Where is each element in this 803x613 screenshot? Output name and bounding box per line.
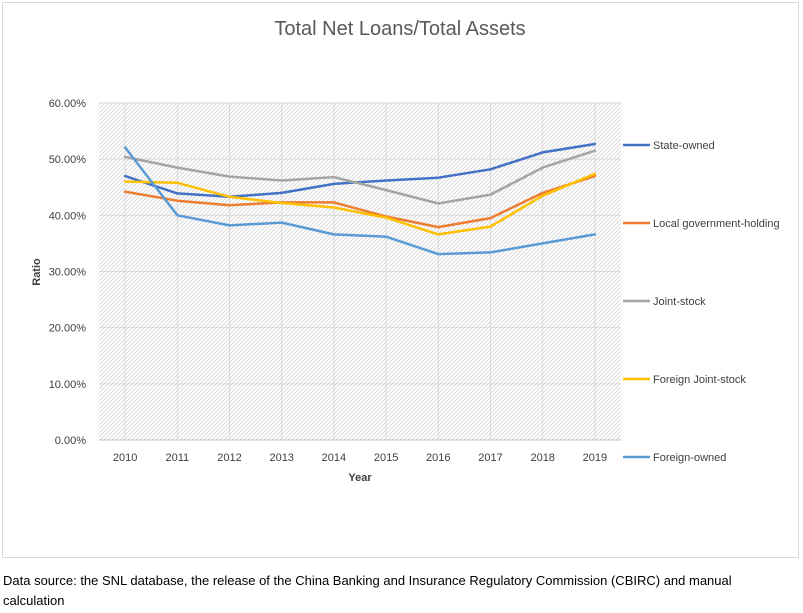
legend-label: Foreign Joint-stock <box>653 374 746 386</box>
series-line <box>123 149 597 205</box>
x-tick-label: 2010 <box>113 452 137 464</box>
line-chart: Total Net Loans/Total Assets 0.00% 10.00%… <box>31 18 780 484</box>
y-tick-label: 10.00% <box>49 379 87 391</box>
y-axis-title: Ratio <box>31 258 43 286</box>
y-tick-label: 20.00% <box>49 323 87 335</box>
y-tick-label: 0.00% <box>55 435 86 447</box>
x-tick-label: 2015 <box>374 452 398 464</box>
series-line <box>123 172 597 236</box>
axes: 0.00% 10.00% 20.00% 30.00% 40.00% 50.00% 60.00… <box>49 98 607 464</box>
x-tick-label: 2014 <box>322 452 346 464</box>
legend-label: Joint-stock <box>653 296 706 308</box>
x-tick-label: 2012 <box>217 452 241 464</box>
data-source-note: Data source: the SNL database, the relea… <box>3 573 732 608</box>
x-tick-label: 2013 <box>269 452 293 464</box>
series-line <box>123 146 597 256</box>
series-line <box>123 142 597 199</box>
x-tick-label: 2019 <box>583 452 607 464</box>
x-tick-label: 2017 <box>478 452 502 464</box>
series-lines <box>123 142 597 256</box>
legend-label: State-owned <box>653 140 715 152</box>
legend-label: Local government-holding <box>653 218 780 230</box>
legend-label: Foreign-owned <box>653 452 726 464</box>
chart-title: Total Net Loans/Total Assets <box>274 18 525 40</box>
x-tick-label: 2016 <box>426 452 450 464</box>
x-tick-label: 2011 <box>165 452 189 464</box>
series-line <box>123 174 597 229</box>
legend: State-owned Local government-holding Joint… <box>623 140 780 464</box>
gridlines <box>99 102 621 441</box>
y-tick-label: 40.00% <box>49 210 87 222</box>
y-tick-label: 60.00% <box>49 98 87 110</box>
x-tick-label: 2018 <box>530 452 554 464</box>
y-tick-label: 50.00% <box>49 154 87 166</box>
x-axis-title: Year <box>348 472 372 484</box>
y-tick-label: 30.00% <box>49 267 87 279</box>
